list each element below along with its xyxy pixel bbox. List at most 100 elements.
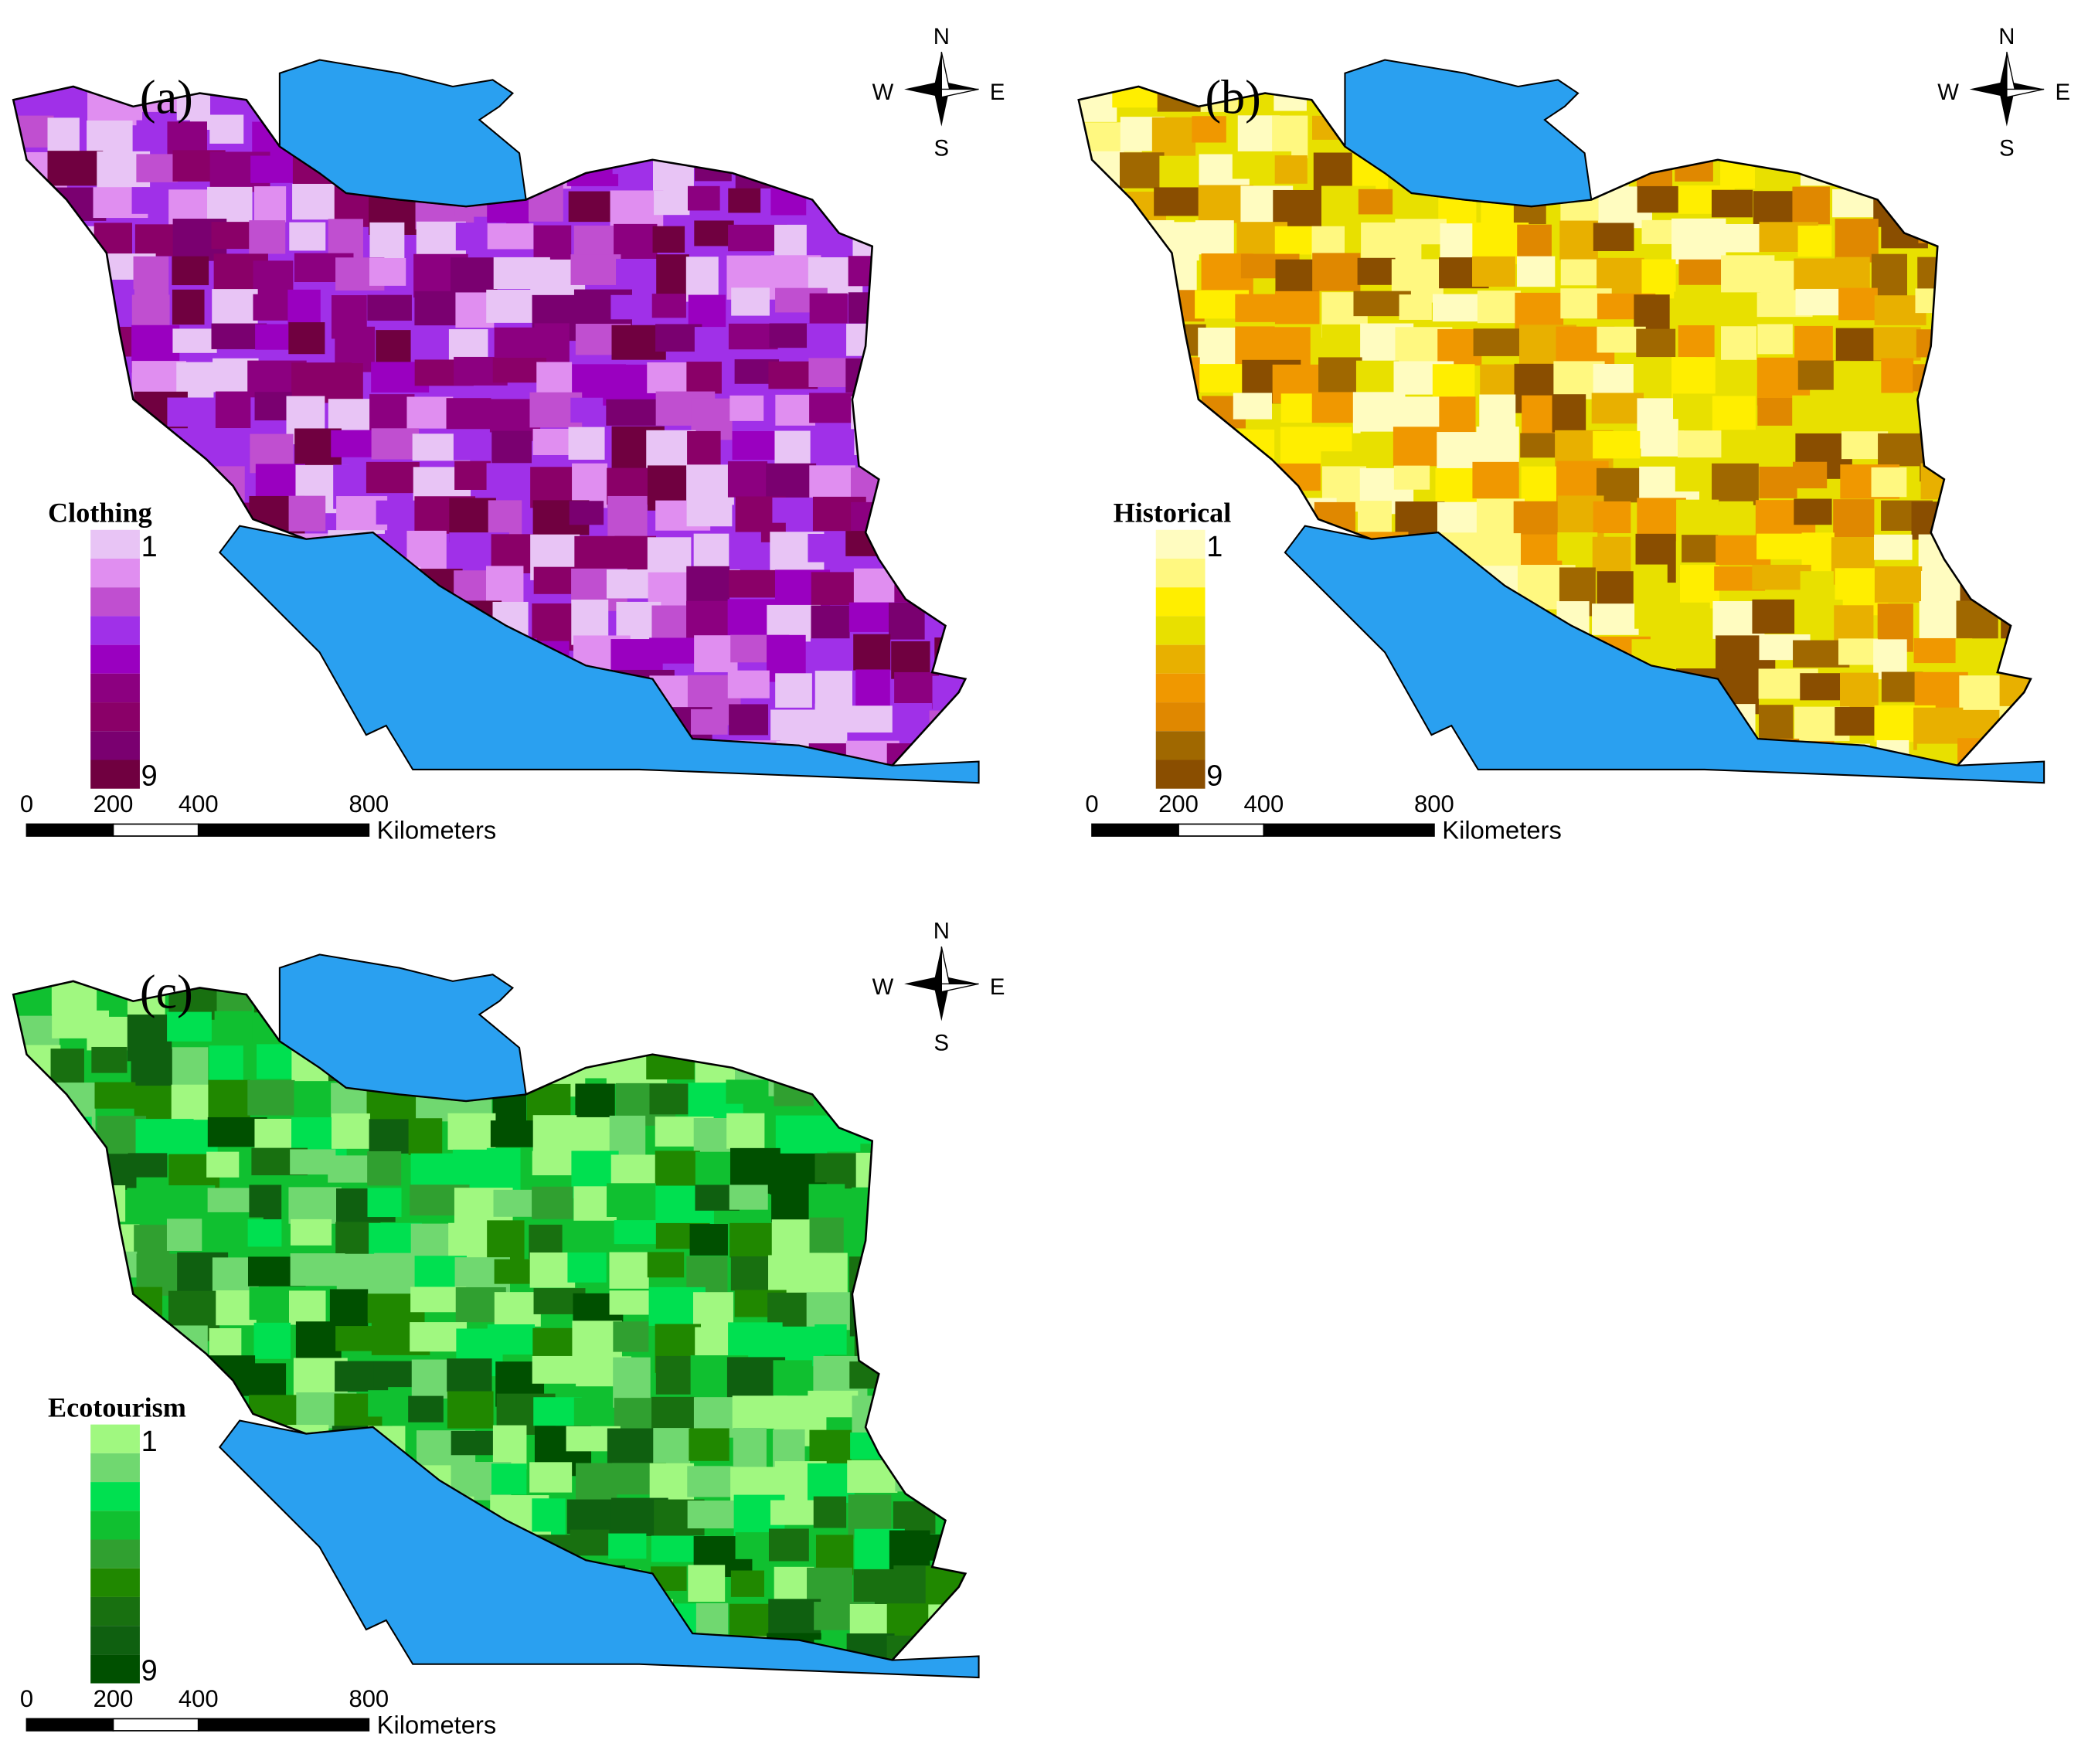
- region: [1756, 86, 1818, 118]
- region: [969, 362, 1020, 389]
- region: [2034, 223, 2073, 250]
- region: [87, 120, 133, 156]
- region: [1871, 467, 1907, 498]
- region: [809, 1217, 844, 1253]
- region: [649, 1463, 695, 1501]
- region: [1160, 467, 1221, 493]
- region: [807, 155, 867, 195]
- region: [974, 1184, 1025, 1233]
- region: [252, 1633, 312, 1660]
- region: [1838, 638, 1879, 665]
- region: [56, 254, 100, 297]
- region: [287, 709, 338, 747]
- legend-max: 9: [141, 1654, 158, 1687]
- region: [47, 1494, 97, 1535]
- region: [1235, 498, 1287, 540]
- region: [2035, 706, 2088, 742]
- region: [1998, 287, 2031, 325]
- legend-swatch: [90, 616, 140, 645]
- region: [970, 1118, 1012, 1147]
- region: [2035, 187, 2078, 214]
- region: [889, 222, 940, 250]
- region: [17, 1150, 57, 1200]
- region: [729, 395, 764, 421]
- region: [1355, 360, 1399, 397]
- region: [1956, 116, 1998, 155]
- region: [49, 1222, 108, 1246]
- region: [47, 151, 104, 186]
- region: [811, 778, 858, 821]
- region: [15, 1636, 49, 1660]
- region: [694, 220, 734, 246]
- region: [1835, 151, 1892, 179]
- region: [890, 1328, 945, 1358]
- region: [733, 1427, 767, 1470]
- region: [167, 397, 223, 427]
- region: [847, 1460, 898, 1494]
- region: [769, 323, 810, 348]
- legend-min: 1: [141, 531, 158, 563]
- region: [973, 1638, 1021, 1683]
- region: [811, 572, 859, 606]
- region: [845, 1084, 889, 1128]
- region: [686, 362, 722, 394]
- region: [808, 86, 864, 128]
- region: [487, 223, 534, 250]
- region: [412, 774, 455, 817]
- region: [1272, 669, 1331, 705]
- region: [209, 1327, 242, 1358]
- region: [566, 1220, 619, 1253]
- region: [175, 1565, 222, 1613]
- region: [209, 1635, 265, 1660]
- region: [1950, 464, 2005, 505]
- region: [408, 1118, 443, 1155]
- region: [288, 322, 325, 355]
- region: [1873, 327, 1921, 361]
- region: [15, 1222, 72, 1273]
- region: [971, 566, 1006, 601]
- region: [691, 776, 742, 805]
- region: [933, 221, 966, 259]
- legend-swatch: [90, 644, 140, 674]
- region: [694, 327, 727, 355]
- region: [1872, 395, 1922, 430]
- region: [935, 1259, 966, 1302]
- region: [1517, 224, 1552, 257]
- region: [1235, 294, 1275, 322]
- region: [376, 330, 411, 367]
- region: [1116, 427, 1155, 463]
- region: [1113, 569, 1156, 618]
- region: [1078, 391, 1120, 418]
- compass-w: W: [872, 80, 894, 105]
- region: [2040, 256, 2088, 301]
- region: [1121, 259, 1166, 307]
- region: [13, 1501, 49, 1541]
- region: [1235, 634, 1295, 681]
- region: [1112, 467, 1154, 492]
- region: [94, 223, 132, 257]
- region: [252, 710, 301, 759]
- region: [287, 1674, 334, 1715]
- region: [891, 294, 937, 344]
- region: [647, 1252, 685, 1278]
- region: [970, 637, 1018, 680]
- region: [2039, 466, 2077, 501]
- region: [566, 1009, 609, 1037]
- region: [927, 1463, 966, 1488]
- region: [1274, 291, 1320, 325]
- region: [134, 670, 188, 714]
- region: [934, 185, 966, 236]
- region: [1792, 186, 1830, 225]
- region: [2034, 291, 2076, 317]
- region: [1960, 185, 2016, 231]
- scale-unit: Kilometers: [377, 816, 497, 845]
- region: [652, 226, 685, 253]
- region: [691, 709, 728, 735]
- scale-segment: [197, 1718, 370, 1732]
- region: [13, 634, 70, 678]
- region: [13, 466, 66, 492]
- region: [1121, 780, 1158, 826]
- region: [15, 1427, 49, 1468]
- region: [47, 571, 90, 606]
